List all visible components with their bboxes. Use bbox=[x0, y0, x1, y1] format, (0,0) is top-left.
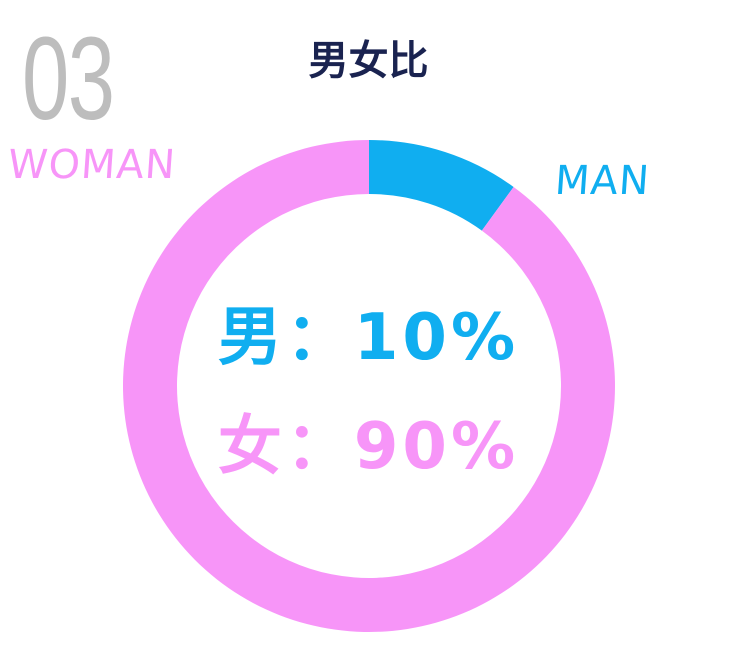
female-ratio-text: 女：90% bbox=[217, 410, 520, 484]
male-ratio-text: 男：10% bbox=[217, 301, 520, 375]
donut-slices bbox=[122, 140, 615, 632]
male-slice bbox=[369, 140, 514, 231]
female-slice bbox=[122, 140, 615, 632]
chart-title: 男女比 bbox=[308, 38, 429, 84]
section-number: 03 bbox=[22, 13, 115, 145]
